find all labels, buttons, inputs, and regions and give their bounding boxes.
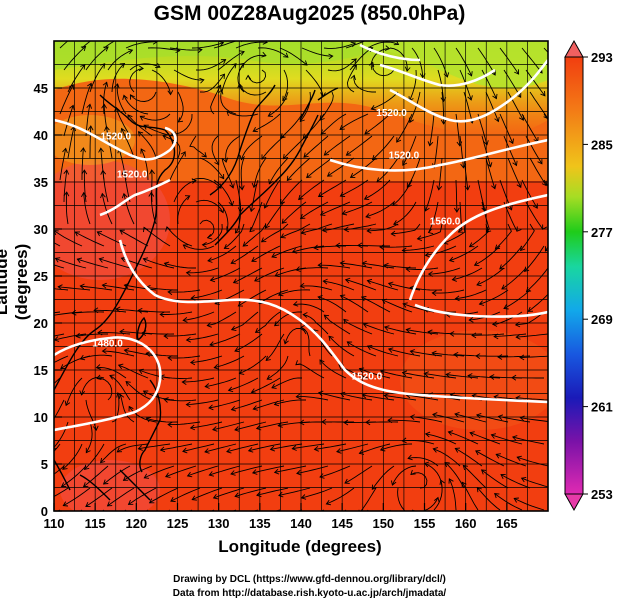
x-tick-label: 145 bbox=[331, 516, 353, 531]
x-tick-label: 155 bbox=[414, 516, 436, 531]
contour-label: 1520.0 bbox=[117, 169, 148, 180]
y-tick-label: 5 bbox=[41, 457, 48, 472]
x-tick-label: 140 bbox=[290, 516, 312, 531]
y-tick-label: 30 bbox=[34, 222, 48, 237]
height-contours bbox=[54, 43, 548, 432]
contour-label: 1520.0 bbox=[376, 108, 407, 119]
x-tick-label: 125 bbox=[167, 516, 189, 531]
colorbar-label: 293 bbox=[591, 50, 613, 65]
y-tick-label: 0 bbox=[41, 504, 48, 519]
credit-drawing: Drawing by DCL (https://www.gfd-dennou.o… bbox=[173, 574, 446, 585]
colorbar-scale bbox=[564, 56, 584, 495]
x-tick-label: 120 bbox=[125, 516, 147, 531]
map-title: GSM 00Z28Aug2025 (850.0hPa) bbox=[153, 2, 466, 25]
y-tick-label: 45 bbox=[34, 81, 48, 96]
y-tick-label: 35 bbox=[34, 175, 48, 190]
x-tick-label: 110 bbox=[44, 516, 65, 531]
colorbar-label: 261 bbox=[591, 400, 613, 415]
colorbar-label: 277 bbox=[591, 225, 613, 240]
colorbar-label: 285 bbox=[591, 137, 613, 152]
colorbar-label: 269 bbox=[591, 312, 613, 327]
x-tick-label: 115 bbox=[85, 516, 106, 531]
contour-label: 1560.0 bbox=[430, 216, 461, 227]
y-tick-label: 15 bbox=[34, 363, 48, 378]
y-axis-label: Latitude (degrees) bbox=[0, 243, 31, 321]
x-tick-label: 130 bbox=[208, 516, 230, 531]
wind-streamlines bbox=[54, 41, 548, 511]
credit-data: Data from http://database.rish.kyoto-u.a… bbox=[172, 588, 447, 599]
colorbar-label: 253 bbox=[591, 487, 613, 502]
contour-label: 1520.0 bbox=[389, 151, 420, 162]
contour-label: 1520.0 bbox=[100, 132, 131, 143]
y-tick-label: 40 bbox=[34, 128, 48, 143]
y-tick-label: 25 bbox=[34, 269, 48, 284]
x-tick-label: 135 bbox=[249, 516, 271, 531]
y-tick-label: 10 bbox=[34, 410, 48, 425]
x-axis-label: Longitude (degrees) bbox=[218, 537, 382, 556]
x-tick-label: 160 bbox=[455, 516, 477, 531]
x-tick-label: 165 bbox=[496, 516, 518, 531]
contour-label: 1480.0 bbox=[92, 339, 123, 350]
y-tick-label: 20 bbox=[34, 316, 48, 331]
colorbar-max-arrow bbox=[564, 39, 584, 58]
colorbar-min-arrow bbox=[564, 493, 584, 512]
x-tick-label: 150 bbox=[372, 516, 394, 531]
contour-label: 1520.0 bbox=[352, 371, 383, 382]
